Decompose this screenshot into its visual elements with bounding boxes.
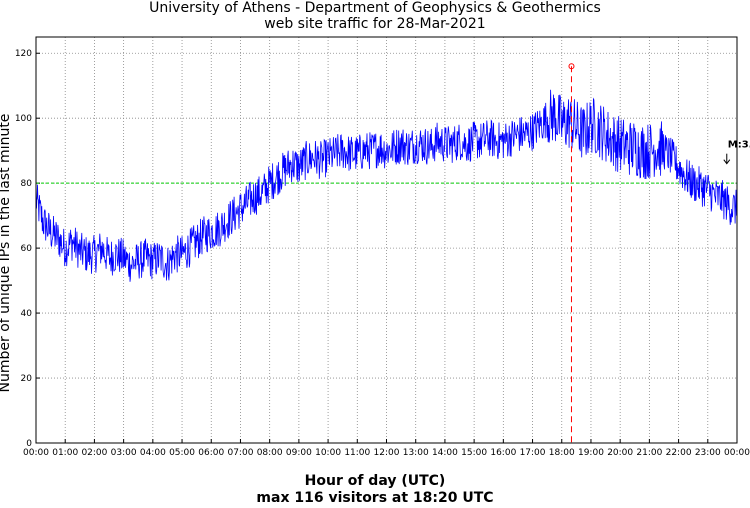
x-tick-label: 14:00 [432,448,458,458]
x-tick-label: 17:00 [520,448,546,458]
x-tick-label: 00:00 [724,448,750,458]
y-tick-label: 0 [26,439,32,449]
chart-subtitle: web site traffic for 28-Mar-2021 [264,16,486,32]
y-tick-label: 80 [21,179,33,189]
x-tick-label: 19:00 [578,448,604,458]
chart-title: University of Athens - Department of Geo… [149,0,601,16]
x-tick-label: 11:00 [344,448,370,458]
x-tick-label: 20:00 [607,448,633,458]
x-tick-label: 15:00 [461,448,487,458]
x-tick-label: 06:00 [198,448,224,458]
chart-caption: max 116 visitors at 18:20 UTC [256,490,494,506]
x-tick-label: 21:00 [636,448,662,458]
x-tick-label: 05:00 [169,448,195,458]
x-tick-label: 13:00 [403,448,429,458]
x-tick-label: 01:00 [52,448,78,458]
x-tick-label: 18:00 [549,448,575,458]
x-tick-label: 03:00 [111,448,137,458]
annotation-arrowhead [723,159,731,165]
max-marker-point [568,63,575,70]
x-tick-label: 09:00 [286,448,312,458]
y-tick-label: 40 [21,309,33,319]
x-tick-label: 00:00 [23,448,49,458]
y-tick-label: 100 [15,114,32,124]
traffic-line [35,89,738,282]
x-axis-label: Hour of day (UTC) [304,473,446,489]
y-tick-label: 20 [21,374,33,384]
x-tick-label: 10:00 [315,448,341,458]
x-tick-label: 02:00 [81,448,107,458]
x-tick-label: 22:00 [666,448,692,458]
x-tick-label: 12:00 [374,448,400,458]
x-tick-label: 23:00 [695,448,721,458]
y-tick-label: 120 [15,49,32,59]
x-tick-label: 08:00 [257,448,283,458]
x-tick-label: 16:00 [490,448,516,458]
annotation-label: M:3.7 [728,140,750,151]
y-tick-label: 60 [21,244,33,254]
plot-frame [35,36,738,444]
x-tick-label: 07:00 [227,448,253,458]
x-tick-label: 04:00 [140,448,166,458]
